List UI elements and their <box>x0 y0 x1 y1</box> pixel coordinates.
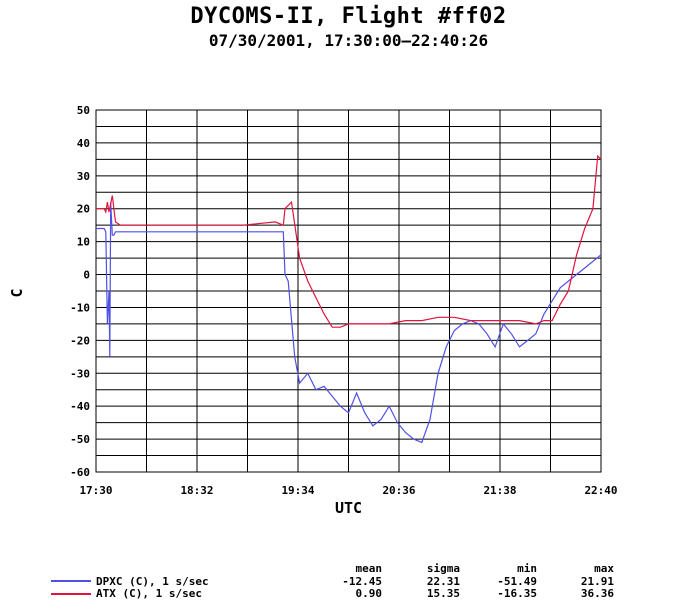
y-tick-label: -10 <box>70 301 90 314</box>
x-tick-label: 17:30 <box>79 484 112 497</box>
x-tick-label: 22:40 <box>584 484 617 497</box>
x-tick-label: 18:32 <box>180 484 213 497</box>
stats-header-sigma: sigma <box>426 562 460 575</box>
y-tick-label: 30 <box>77 170 90 183</box>
stat-dpxc-sigma: 22.31 <box>426 575 460 588</box>
series-line-dpxc <box>96 202 602 444</box>
x-axis-label: UTC <box>335 499 362 517</box>
stat-atx-min: -16.35 <box>497 587 537 600</box>
legend-swatch-atx <box>51 593 91 595</box>
stats-header-min: min <box>517 562 537 575</box>
legend-label-dpxc: DPXC (C), 1 s/sec <box>96 575 209 588</box>
stat-dpxc-min: -51.49 <box>497 575 537 588</box>
stat-atx-mean: 0.90 <box>355 587 383 600</box>
series-line-atx <box>96 154 602 328</box>
y-tick-label: 50 <box>77 104 90 117</box>
y-tick-label: 20 <box>77 203 90 216</box>
x-tick-label: 21:38 <box>483 484 516 497</box>
stats-header-max: max <box>594 562 614 575</box>
y-tick-label: 40 <box>77 137 90 150</box>
stat-dpxc-max: 21.91 <box>580 575 614 588</box>
stat-atx-sigma: 15.35 <box>426 587 460 600</box>
y-tick-label: 0 <box>83 269 90 282</box>
y-axis-label: C <box>8 288 26 297</box>
stat-atx-max: 36.36 <box>580 587 614 600</box>
chart-title: DYCOMS-II, Flight #ff02 <box>190 4 507 29</box>
x-tick-label: 20:36 <box>382 484 415 497</box>
y-tick-label: -50 <box>70 433 90 446</box>
stat-dpxc-mean: -12.45 <box>342 575 382 588</box>
chart-subtitle: 07/30/2001, 17:30:00—22:40:26 <box>208 31 489 50</box>
y-tick-label: -30 <box>70 367 90 380</box>
y-tick-label: -40 <box>70 400 90 413</box>
y-tick-label: 10 <box>77 236 90 249</box>
x-tick-label: 19:34 <box>281 484 314 497</box>
legend-label-atx: ATX (C), 1 s/sec <box>96 587 202 600</box>
legend-swatch-dpxc <box>51 580 91 582</box>
y-tick-label: -20 <box>70 334 90 347</box>
stats-header-mean: mean <box>355 562 383 575</box>
y-tick-label: -60 <box>70 466 90 479</box>
